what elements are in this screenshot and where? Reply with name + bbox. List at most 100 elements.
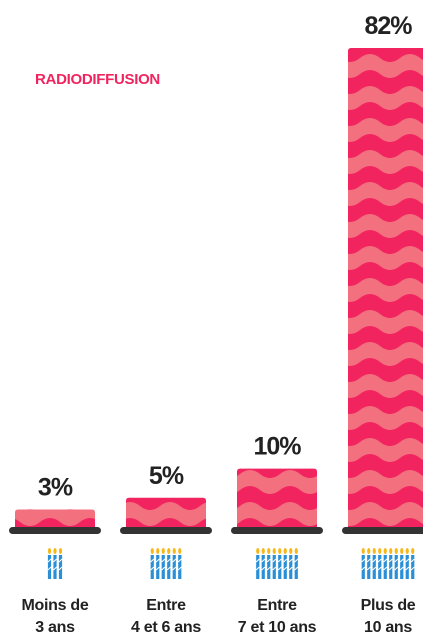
candle-flame bbox=[272, 548, 276, 554]
candle bbox=[58, 555, 63, 579]
candle-flame bbox=[378, 548, 382, 554]
candle-stripe bbox=[53, 566, 57, 571]
candle-stripe bbox=[177, 558, 182, 563]
candle-stripe bbox=[150, 566, 155, 571]
candle-stripe bbox=[294, 558, 299, 563]
candle-stripe bbox=[394, 566, 399, 571]
candle-flame bbox=[361, 548, 365, 554]
candle-stripe bbox=[172, 558, 177, 563]
candle-flame bbox=[47, 548, 52, 554]
candle-flame bbox=[178, 548, 182, 554]
candle-stripe bbox=[266, 566, 271, 571]
candle bbox=[372, 555, 376, 579]
bar bbox=[15, 509, 95, 527]
candle-stripe bbox=[166, 558, 171, 563]
candle-stripe bbox=[399, 558, 404, 563]
candle bbox=[47, 555, 52, 579]
candle-stripe bbox=[177, 566, 182, 571]
candle bbox=[161, 555, 165, 579]
cake-plate bbox=[231, 527, 323, 534]
candle-stripe bbox=[283, 566, 288, 571]
candle-stripe bbox=[288, 566, 293, 571]
candle-flame bbox=[400, 548, 404, 554]
candle bbox=[378, 555, 382, 579]
candle-stripe bbox=[383, 566, 388, 571]
candle-flame bbox=[405, 548, 409, 554]
candle-flame bbox=[294, 548, 298, 554]
candle-stripe bbox=[272, 558, 277, 563]
candle bbox=[361, 555, 365, 579]
candle-flame bbox=[156, 548, 160, 554]
candle-stripe bbox=[272, 566, 277, 571]
candle bbox=[278, 555, 282, 579]
candle bbox=[178, 555, 182, 579]
candle bbox=[367, 555, 371, 579]
x-tick-label: Entre 7 et 10 ans bbox=[237, 597, 317, 636]
candle-flame bbox=[161, 548, 165, 554]
candle bbox=[150, 555, 154, 579]
candle-stripe bbox=[155, 566, 160, 571]
cake-plate bbox=[9, 527, 101, 534]
bar bbox=[348, 48, 423, 527]
candle bbox=[267, 555, 271, 579]
value-label: 5% bbox=[149, 462, 184, 490]
candle-stripe bbox=[283, 558, 288, 563]
candle-stripe bbox=[58, 558, 63, 563]
candle-stripe bbox=[261, 566, 266, 571]
x-tick-label: Entre 4 et 6 ans bbox=[131, 597, 201, 636]
candle-stripe bbox=[410, 566, 415, 571]
candle bbox=[53, 555, 57, 579]
candle-flame bbox=[389, 548, 393, 554]
candle-stripe bbox=[405, 566, 410, 571]
candle-stripe bbox=[394, 558, 399, 563]
candle-flame bbox=[283, 548, 287, 554]
candle-flame bbox=[394, 548, 398, 554]
candle-flame bbox=[267, 548, 271, 554]
value-label: 82% bbox=[364, 12, 412, 40]
bar bbox=[237, 468, 317, 527]
candle-flame bbox=[367, 548, 371, 554]
candle bbox=[272, 555, 276, 579]
candle-stripe bbox=[261, 558, 266, 563]
candle-stripe bbox=[255, 566, 260, 571]
candle bbox=[400, 555, 404, 579]
cake-plate bbox=[342, 527, 423, 534]
candle-stripe bbox=[266, 558, 271, 563]
candle bbox=[411, 555, 415, 579]
chart-title: RADIODIFFUSION bbox=[35, 71, 160, 88]
candle-stripe bbox=[53, 558, 57, 563]
candle-flame bbox=[256, 548, 260, 554]
candle-stripe bbox=[361, 566, 366, 571]
candle bbox=[261, 555, 265, 579]
candle-stripe bbox=[172, 566, 177, 571]
candle-stripe bbox=[166, 566, 171, 571]
candle-stripe bbox=[366, 558, 371, 563]
candle-stripe bbox=[277, 566, 282, 571]
candle bbox=[289, 555, 293, 579]
candle bbox=[394, 555, 398, 579]
candle-flame bbox=[289, 548, 293, 554]
candle bbox=[283, 555, 287, 579]
candle bbox=[156, 555, 160, 579]
cake-plate bbox=[120, 527, 212, 534]
candle bbox=[389, 555, 393, 579]
candle-stripe bbox=[58, 566, 63, 571]
candle-stripe bbox=[372, 566, 377, 571]
candle-stripe bbox=[388, 566, 393, 571]
candle-flame bbox=[278, 548, 282, 554]
candle-stripe bbox=[366, 566, 371, 571]
candle-flame bbox=[150, 548, 154, 554]
candle-stripe bbox=[372, 558, 377, 563]
candle-flame bbox=[411, 548, 415, 554]
x-tick-label: Moins de 3 ans bbox=[21, 597, 89, 636]
candle bbox=[383, 555, 387, 579]
candle-stripe bbox=[388, 558, 393, 563]
candle-flame bbox=[261, 548, 265, 554]
candle-stripe bbox=[150, 558, 155, 563]
candle-stripe bbox=[405, 558, 410, 563]
x-tick-label: Plus de 10 ans bbox=[360, 597, 416, 636]
candle-stripe bbox=[155, 558, 160, 563]
candle bbox=[256, 555, 260, 579]
candle-flame bbox=[53, 548, 57, 554]
